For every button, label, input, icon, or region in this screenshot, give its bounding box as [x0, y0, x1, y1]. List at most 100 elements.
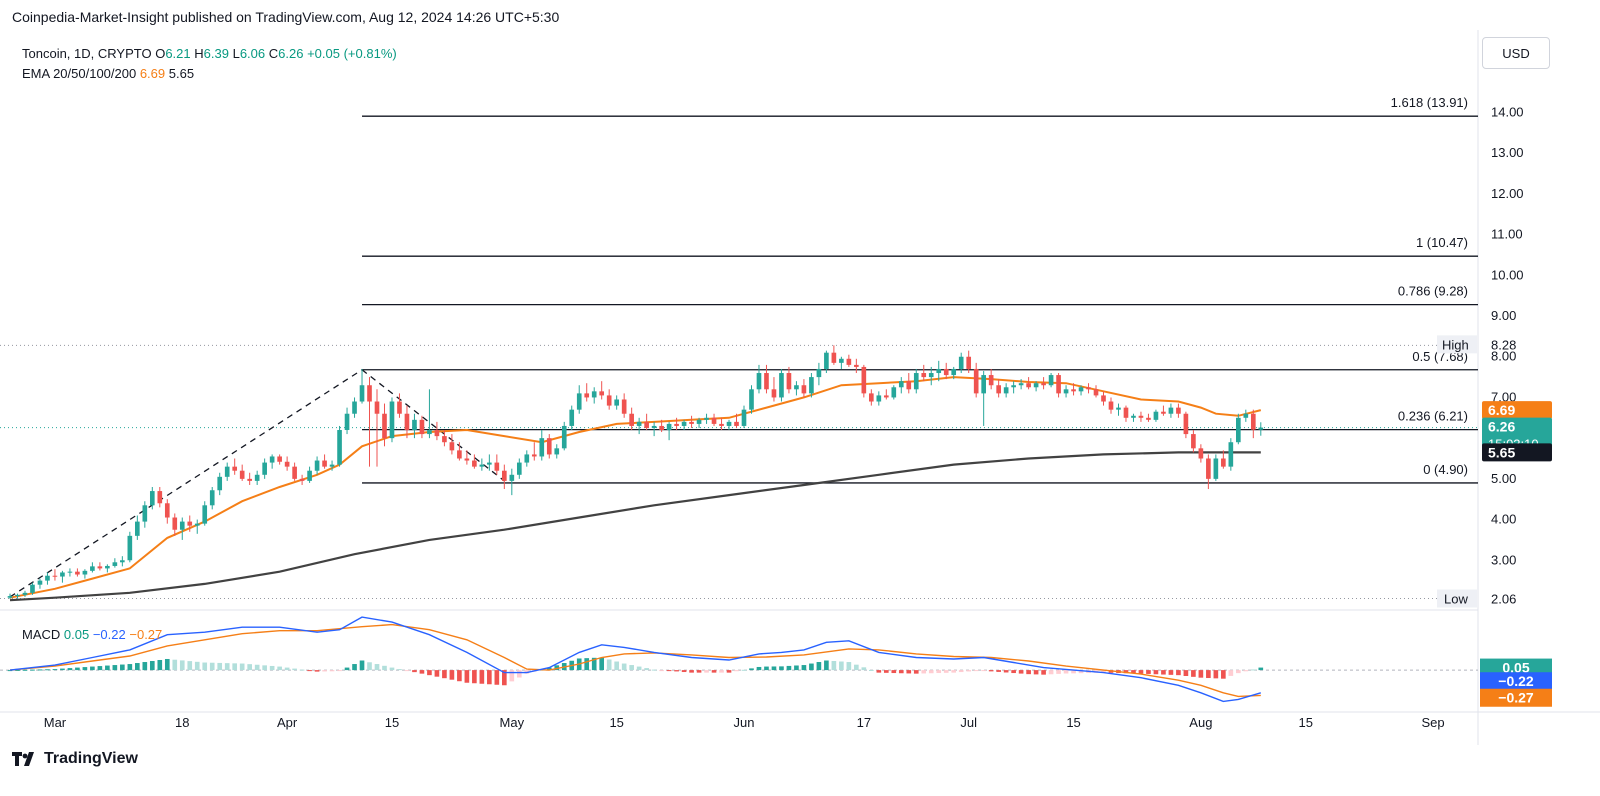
candle-body [726, 421, 732, 426]
macd-hist-value: 0.05 [63, 627, 90, 642]
y-tick-label: 7.00 [1491, 389, 1516, 404]
macd-histogram-bar [442, 670, 447, 679]
macd-histogram-bar [846, 662, 852, 671]
candle-body [120, 560, 125, 563]
candle-body [554, 448, 560, 455]
tradingview-footer[interactable]: TradingView [12, 750, 138, 768]
candle-body [30, 584, 35, 593]
candle [546, 434, 552, 459]
candle [509, 468, 515, 496]
macd-histogram-bar [591, 657, 597, 671]
candle-body [794, 385, 799, 390]
ema-fast-value: 6.69 [139, 66, 166, 81]
fib-level-label: 1.618 (13.91) [1391, 95, 1468, 110]
candle [839, 356, 844, 369]
macd-histogram-bar [37, 669, 43, 671]
candle [419, 415, 425, 439]
macd-histogram-bar [269, 665, 275, 671]
candle [67, 568, 73, 577]
candle-body [217, 476, 223, 491]
candle-body [1198, 448, 1204, 459]
macd-histogram-bar [1101, 670, 1106, 673]
macd-histogram-bar [1198, 670, 1204, 678]
candle-body [824, 352, 829, 369]
candle-body [516, 462, 522, 475]
candle-body [292, 466, 297, 479]
candle [494, 454, 500, 475]
price-badge-value: 5.65 [1488, 444, 1515, 460]
candle-body [576, 393, 582, 410]
ema-20-line [9, 376, 1262, 599]
candle-body [636, 421, 642, 426]
macd-histogram-bar [30, 669, 35, 671]
candle-body [1236, 417, 1241, 443]
trend-line [9, 369, 363, 598]
candle-body [15, 594, 20, 597]
candle [554, 444, 560, 459]
macd-histogram-bar [487, 670, 492, 685]
candle [636, 417, 642, 435]
candle [52, 569, 58, 581]
candle [149, 486, 155, 510]
macd-histogram-bar [973, 670, 979, 672]
macd-histogram-bar [749, 668, 754, 671]
candle-body [1048, 375, 1054, 386]
macd-histogram-bar [90, 666, 95, 671]
macd-histogram-bar [1191, 670, 1196, 677]
macd-histogram-bar [928, 670, 934, 674]
candle [943, 362, 949, 380]
x-tick-label: Mar [44, 715, 67, 730]
candle-body [52, 575, 58, 577]
candle [299, 474, 305, 485]
macd-histogram-bar [524, 670, 530, 674]
candle-body [307, 470, 312, 481]
candle-body [187, 521, 193, 526]
candle [284, 456, 290, 471]
candle [869, 389, 874, 406]
candle [1086, 383, 1091, 394]
macd-histogram-bar [861, 667, 867, 671]
symbol-label[interactable]: Toncoin, 1D, CRYPTO [22, 46, 152, 61]
candle [262, 458, 267, 479]
low-label: L [232, 46, 240, 61]
candle [277, 454, 282, 465]
macd-histogram-bar [292, 668, 297, 671]
candle [681, 419, 687, 431]
candle-body [7, 596, 13, 598]
candle [202, 501, 208, 526]
candle [239, 464, 245, 481]
macd-label[interactable]: MACD [22, 627, 61, 642]
candle-body [846, 358, 852, 365]
x-tick-label: Jul [960, 715, 977, 730]
candle [606, 389, 612, 410]
price-chart[interactable]: 1.618 (13.91)1 (10.47)0.786 (9.28)0.5 (7… [0, 0, 1600, 745]
candle [217, 472, 223, 496]
candle-body [1146, 417, 1151, 420]
candle-body [1228, 442, 1234, 467]
candle-body [344, 413, 350, 431]
ema-label[interactable]: EMA 20/50/100/200 [22, 66, 137, 81]
macd-histogram-bar [779, 666, 784, 671]
candle [487, 454, 492, 471]
tradingview-brand: TradingView [44, 750, 138, 767]
candle [37, 578, 43, 589]
candle [307, 466, 312, 483]
candle [726, 419, 732, 431]
candle-body [1056, 375, 1061, 394]
candle-body [928, 373, 934, 378]
candle [1041, 377, 1046, 390]
candle-body [756, 373, 762, 390]
candle-body [337, 430, 342, 465]
macd-histogram-bar [502, 670, 507, 686]
candle [666, 421, 672, 441]
macd-histogram-bar [157, 660, 163, 671]
fib-level-label: 0.786 (9.28) [1398, 284, 1468, 299]
candle-body [898, 381, 904, 388]
y-tick-label: 8.00 [1491, 349, 1516, 364]
candle [764, 364, 769, 394]
candle [719, 417, 724, 431]
macd-histogram-bar [127, 664, 133, 671]
currency-button[interactable]: USD [1482, 37, 1550, 69]
candle [359, 368, 365, 404]
candle [1048, 373, 1054, 388]
